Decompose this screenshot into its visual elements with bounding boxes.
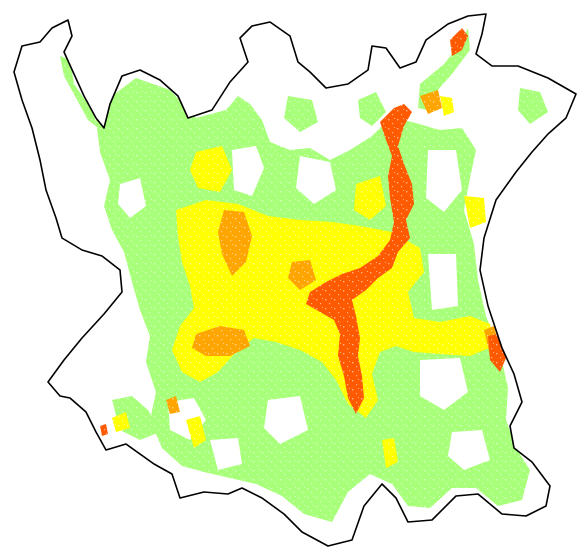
region-boundary bbox=[13, 13, 577, 547]
